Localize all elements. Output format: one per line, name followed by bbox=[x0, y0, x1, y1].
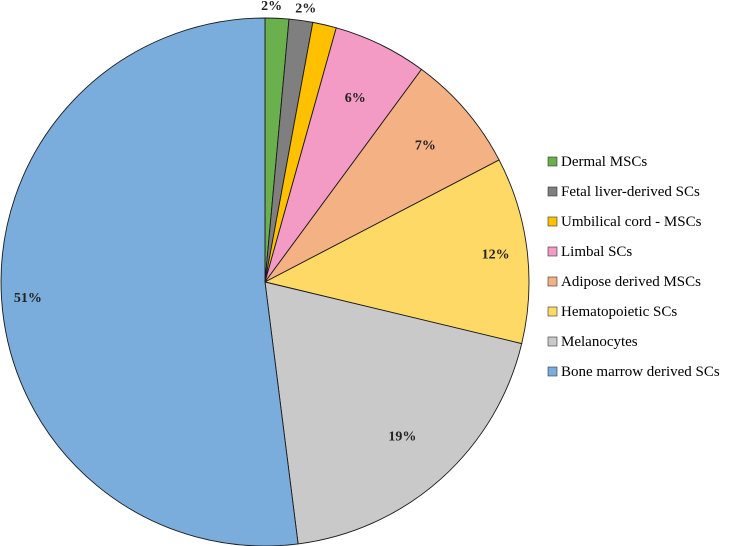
legend-label: Adipose derived MSCs bbox=[561, 274, 701, 290]
legend-swatch bbox=[547, 156, 558, 167]
legend-swatch bbox=[547, 216, 558, 227]
pie-data-label: 12% bbox=[482, 248, 510, 263]
pie-data-label: 6% bbox=[345, 91, 366, 106]
legend-swatch bbox=[547, 186, 558, 197]
legend-swatch bbox=[547, 366, 558, 377]
legend-label: Bone marrow derived SCs bbox=[561, 364, 720, 380]
pie-data-label: 51% bbox=[14, 291, 42, 306]
pie-data-label: 7% bbox=[415, 139, 436, 154]
pie-data-label: 2% bbox=[295, 1, 316, 16]
pie-slice-melanocytes bbox=[264, 281, 523, 545]
pie-data-labels: 2% 2% 1% 6% 7% 12% 19% 51% bbox=[14, 0, 510, 444]
legend-label: Umbilical cord - MSCs bbox=[561, 214, 702, 230]
legend-label: Hematopoietic SCs bbox=[561, 304, 677, 320]
legend-label: Limbal SCs bbox=[561, 244, 632, 260]
pie-slices bbox=[0, 17, 530, 546]
legend-swatch bbox=[547, 276, 558, 287]
legend-label: Fetal liver-derived SCs bbox=[561, 184, 700, 200]
legend-label: Melanocytes bbox=[561, 334, 638, 350]
pie-data-label: 19% bbox=[388, 429, 416, 444]
pie-data-label: 1% bbox=[327, 0, 348, 3]
legend-swatch bbox=[547, 336, 558, 347]
legend-label: Dermal MSCs bbox=[561, 154, 647, 170]
pie-data-label: 2% bbox=[261, 0, 282, 14]
pie-slice-adipose-derived-mscs bbox=[264, 68, 500, 283]
legend-swatch bbox=[547, 306, 558, 317]
legend: Dermal MSCs Fetal liver-derived SCs Umbili… bbox=[547, 154, 720, 380]
pie-slice-bone-marrow-derived-scs bbox=[0, 17, 299, 546]
legend-swatch bbox=[547, 246, 558, 257]
